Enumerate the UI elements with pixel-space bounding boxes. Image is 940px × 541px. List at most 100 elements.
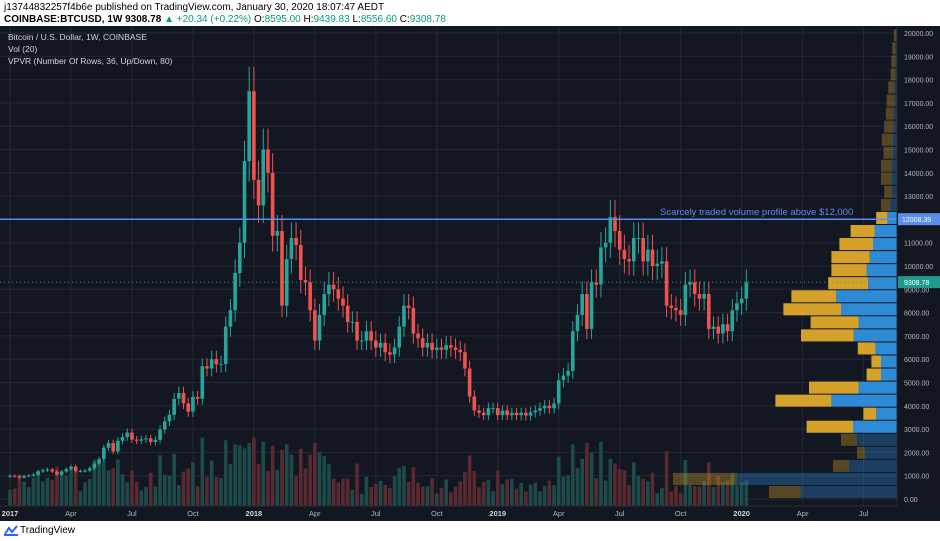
candle-body: [439, 347, 444, 350]
candle-body: [106, 443, 111, 448]
price-tick-label: 16000.00: [904, 124, 933, 131]
candle-body: [139, 439, 144, 441]
volume-bar: [589, 452, 594, 506]
price-chart[interactable]: Scarcely traded volume profile above $12…: [0, 26, 940, 521]
candle-body: [233, 272, 237, 311]
candle-body: [252, 91, 256, 180]
volume-bar: [674, 485, 678, 506]
volume-profile-up-bar: [869, 251, 897, 264]
last-price-label: 9308.78: [904, 280, 929, 287]
candle-body: [514, 412, 519, 416]
volume-bar: [69, 469, 73, 506]
last-price: 9308.78: [125, 14, 162, 25]
candle-body: [36, 471, 40, 475]
volume-bar: [298, 448, 303, 506]
candle-body: [364, 331, 369, 341]
volume-bar: [486, 480, 491, 506]
volume-bar: [289, 454, 294, 506]
volume-bar: [425, 486, 430, 506]
candle-body: [552, 403, 556, 409]
volume-bar: [528, 484, 533, 506]
price-change: +20.34 (+0.22%): [176, 14, 252, 25]
volume-profile-down-bar: [857, 446, 865, 459]
candle-body: [739, 298, 744, 304]
tradingview-logo-icon: [4, 525, 18, 536]
volume-profile-up-bar: [866, 264, 897, 277]
candle-body: [294, 238, 298, 246]
candle-body: [345, 305, 350, 322]
candle-body: [556, 380, 561, 404]
volume-bar: [458, 481, 463, 506]
candle-body: [317, 314, 322, 341]
volume-bar: [116, 459, 120, 506]
candle-body: [533, 410, 538, 413]
volume-bar: [308, 454, 312, 506]
price-tick-label: 2000.00: [904, 450, 929, 457]
price-tick-label: 18000.00: [904, 78, 933, 85]
candle-body: [238, 242, 242, 273]
footer-bar: TradingView: [0, 521, 940, 541]
candle-body: [195, 396, 200, 399]
candle-body: [148, 438, 153, 442]
volume-bar: [280, 449, 284, 506]
candle-body: [453, 347, 458, 350]
candle-body: [247, 91, 251, 162]
candlesticks: [8, 66, 749, 479]
volume-bar: [646, 481, 650, 506]
candle-body: [355, 321, 359, 341]
candle-body: [636, 238, 641, 240]
candle-body: [627, 259, 631, 262]
volume-bar: [219, 478, 223, 506]
candle-body: [402, 305, 406, 327]
volume-legend[interactable]: Vol (20): [8, 44, 38, 54]
volume-bar: [31, 477, 36, 506]
time-tick-label: Jul: [127, 509, 137, 518]
volume-bar: [655, 493, 660, 506]
volume-bar: [341, 478, 345, 506]
volume-bar: [378, 480, 383, 506]
volume-bar: [355, 463, 359, 506]
volume-profile-up-bar: [853, 329, 897, 342]
publisher-line: j13744832257f4b6e published on TradingVi…: [4, 2, 384, 13]
volume-bar: [383, 484, 387, 506]
candle-body: [585, 293, 589, 329]
chart-title[interactable]: Bitcoin / U.S. Dollar, 1W, COINBASE: [8, 32, 147, 42]
price-tick-label: 10000.00: [904, 264, 933, 271]
price-lines: Scarcely traded volume profile above $12…: [0, 207, 897, 283]
volume-bar: [214, 476, 219, 506]
volume-profile-down-bar: [890, 68, 896, 81]
volume-bar: [148, 472, 153, 506]
annotation-text: Scarcely traded volume profile above $12…: [660, 207, 853, 218]
candle-body: [683, 284, 688, 315]
volume-bar: [242, 448, 247, 506]
volume-profile-down-bar: [839, 238, 873, 251]
volume-bar: [364, 476, 369, 506]
volume-bar: [575, 467, 580, 506]
candle-body: [144, 438, 148, 440]
candle-body: [505, 410, 509, 416]
volume-profile-down-bar: [850, 224, 875, 238]
volume-profile-down-bar: [885, 107, 894, 120]
volume-bar: [106, 470, 111, 506]
candle-body: [73, 466, 78, 472]
volume-bar: [392, 476, 397, 506]
volume-bar: [22, 481, 26, 506]
volume-bar: [721, 482, 725, 506]
price-tick-label: 17000.00: [904, 101, 933, 108]
volume-profile-down-bar: [769, 485, 801, 499]
close-label: C:: [399, 14, 410, 25]
candle-body: [177, 392, 181, 399]
brand-name[interactable]: TradingView: [20, 525, 76, 536]
candle-body: [270, 172, 275, 236]
volume-bar: [45, 477, 50, 506]
candle-body: [350, 321, 355, 323]
candle-body: [289, 238, 294, 260]
candle-body: [102, 447, 106, 460]
candle-body: [491, 408, 495, 410]
volume-bar: [725, 480, 730, 506]
volume-profile-down-bar: [884, 185, 893, 198]
volume-bar: [538, 491, 542, 506]
volume-bar: [125, 482, 130, 506]
vpvr-legend[interactable]: VPVR (Number Of Rows, 36, Up/Down, 80): [8, 56, 173, 66]
candle-body: [214, 359, 219, 365]
